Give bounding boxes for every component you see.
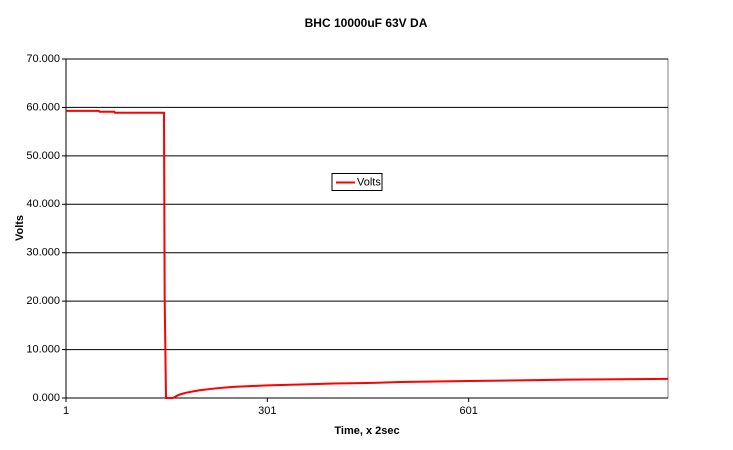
x-tick-label: 301 (258, 405, 276, 417)
x-tick-label: 601 (459, 405, 477, 417)
x-tick-label: 1 (63, 405, 69, 417)
y-tick-label: 70.000 (26, 53, 60, 65)
data-line (66, 109, 669, 399)
plot-area (65, 58, 669, 399)
y-tick-label: 60.000 (26, 101, 60, 113)
chart-title: BHC 10000uF 63V DA (305, 16, 428, 30)
y-tick-label: 30.000 (26, 247, 60, 259)
y-tick-label: 40.000 (26, 198, 60, 210)
y-tick-label: 10.000 (26, 343, 60, 355)
y-tick-label: 0.000 (32, 392, 60, 404)
y-tick-label: 50.000 (26, 150, 60, 162)
y-tick-label: 20.000 (26, 295, 60, 307)
legend-box (331, 173, 383, 191)
y-axis-label: Volts (14, 215, 26, 241)
legend-label: Volts (357, 176, 381, 188)
x-axis-label: Time, x 2sec (334, 425, 399, 437)
